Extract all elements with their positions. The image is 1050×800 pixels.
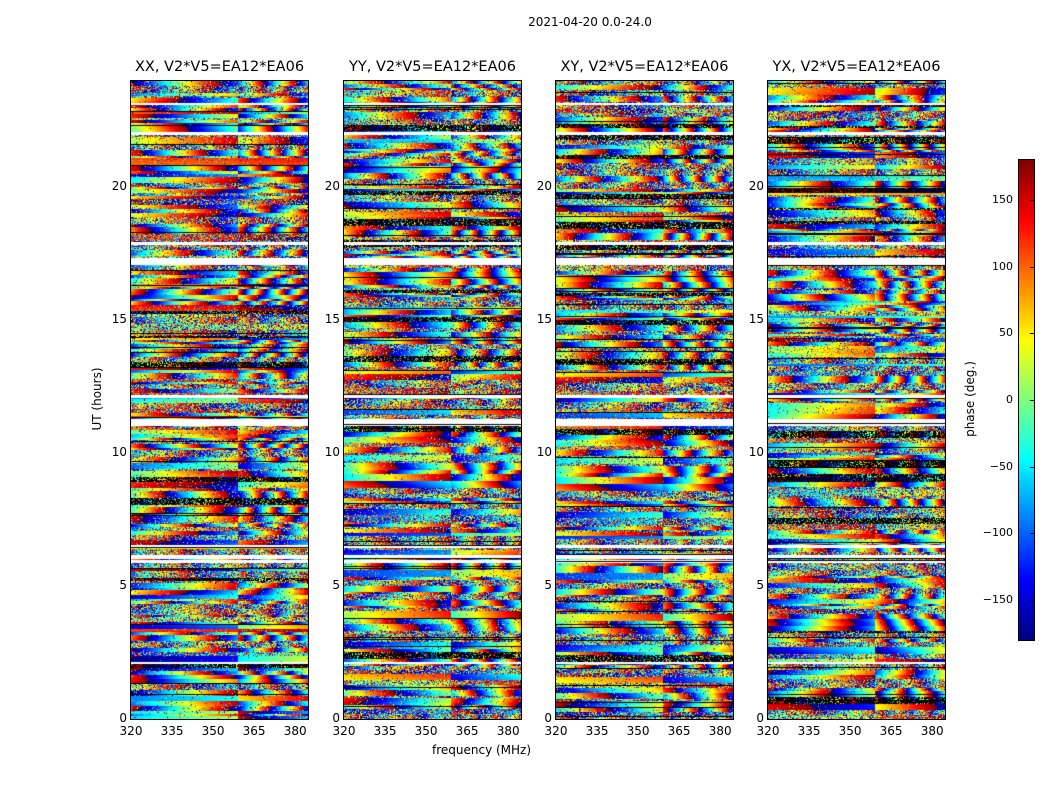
x-tick-label: 335 [797, 724, 821, 738]
x-tick-label: 380 [496, 724, 520, 738]
x-tick-label: 320 [332, 724, 356, 738]
heatmap-panel [344, 81, 521, 719]
x-tick-label: 350 [626, 724, 650, 738]
colorbar-tick-mark [1030, 600, 1035, 601]
y-axis-label: UT (hours) [90, 367, 104, 431]
figure-title: 2021-04-20 0.0-24.0 [528, 15, 652, 29]
x-tick-label: 365 [667, 724, 691, 738]
colorbar-tick-label: 100 [992, 259, 1013, 273]
x-tick-label: 380 [708, 724, 732, 738]
y-tick-label: 0 [544, 711, 552, 725]
x-tick-label: 365 [879, 724, 903, 738]
colorbar-tick-label: −150 [982, 593, 1013, 606]
y-tick-label: 15 [111, 312, 127, 327]
colorbar-tick-mark [1030, 400, 1035, 401]
y-tick-label: 15 [536, 312, 552, 327]
y-tick-label: 0 [332, 711, 340, 725]
y-tick-label: 15 [748, 312, 764, 327]
colorbar-tick-label: 0 [1006, 393, 1013, 406]
colorbar-label: phase (deg.) [963, 361, 977, 437]
y-tick-label: 20 [748, 179, 764, 194]
heatmap-panel [556, 81, 733, 719]
y-tick-label: 5 [332, 578, 340, 593]
x-tick-label: 350 [414, 724, 438, 738]
x-tick-label: 320 [756, 724, 780, 738]
y-tick-label: 5 [119, 578, 127, 593]
x-tick-label: 350 [201, 724, 225, 738]
heatmap-panel [131, 81, 308, 719]
x-axis-label: frequency (MHz) [432, 743, 532, 757]
x-tick-label: 380 [920, 724, 944, 738]
colorbar-tick-label: 50 [999, 326, 1013, 340]
colorbar-tick-mark [1030, 333, 1035, 335]
colorbar-tick-mark [1030, 466, 1035, 468]
y-tick-label: 5 [544, 578, 552, 593]
x-tick-label: 365 [455, 724, 479, 738]
colorbar-tick-label: 150 [992, 193, 1013, 206]
panel-title: XY, V2*V5=EA12*EA06 [560, 59, 729, 75]
panel-title: YX, V2*V5=EA12*EA06 [772, 59, 941, 75]
x-tick-label: 335 [373, 724, 397, 738]
y-tick-label: 10 [324, 445, 340, 460]
x-tick-label: 350 [838, 724, 862, 738]
x-tick-label: 320 [544, 724, 568, 738]
colorbar-tick-label: −50 [989, 459, 1013, 473]
y-tick-label: 20 [536, 179, 552, 194]
y-tick-label: 10 [111, 445, 127, 460]
x-tick-label: 365 [242, 724, 266, 738]
colorbar-tick-mark [1030, 266, 1035, 268]
x-tick-label: 335 [585, 724, 609, 738]
heatmap-panel [768, 81, 945, 719]
panel-title: XX, V2*V5=EA12*EA06 [134, 59, 305, 75]
y-tick-label: 10 [536, 445, 552, 460]
y-tick-label: 0 [119, 711, 127, 725]
colorbar-tick-mark [1030, 533, 1035, 535]
x-tick-label: 380 [283, 724, 307, 738]
x-tick-label: 320 [119, 724, 143, 738]
y-tick-label: 0 [756, 711, 764, 725]
x-tick-label: 335 [160, 724, 184, 738]
colorbar-tick-label: −100 [982, 526, 1013, 540]
y-tick-label: 5 [756, 578, 764, 593]
y-tick-label: 20 [324, 179, 340, 194]
y-tick-label: 10 [748, 445, 764, 460]
y-tick-label: 15 [324, 312, 340, 327]
colorbar [1019, 160, 1034, 640]
panel-title: YY, V2*V5=EA12*EA06 [349, 59, 516, 75]
colorbar-tick-mark [1030, 200, 1035, 201]
y-tick-label: 20 [111, 179, 127, 194]
